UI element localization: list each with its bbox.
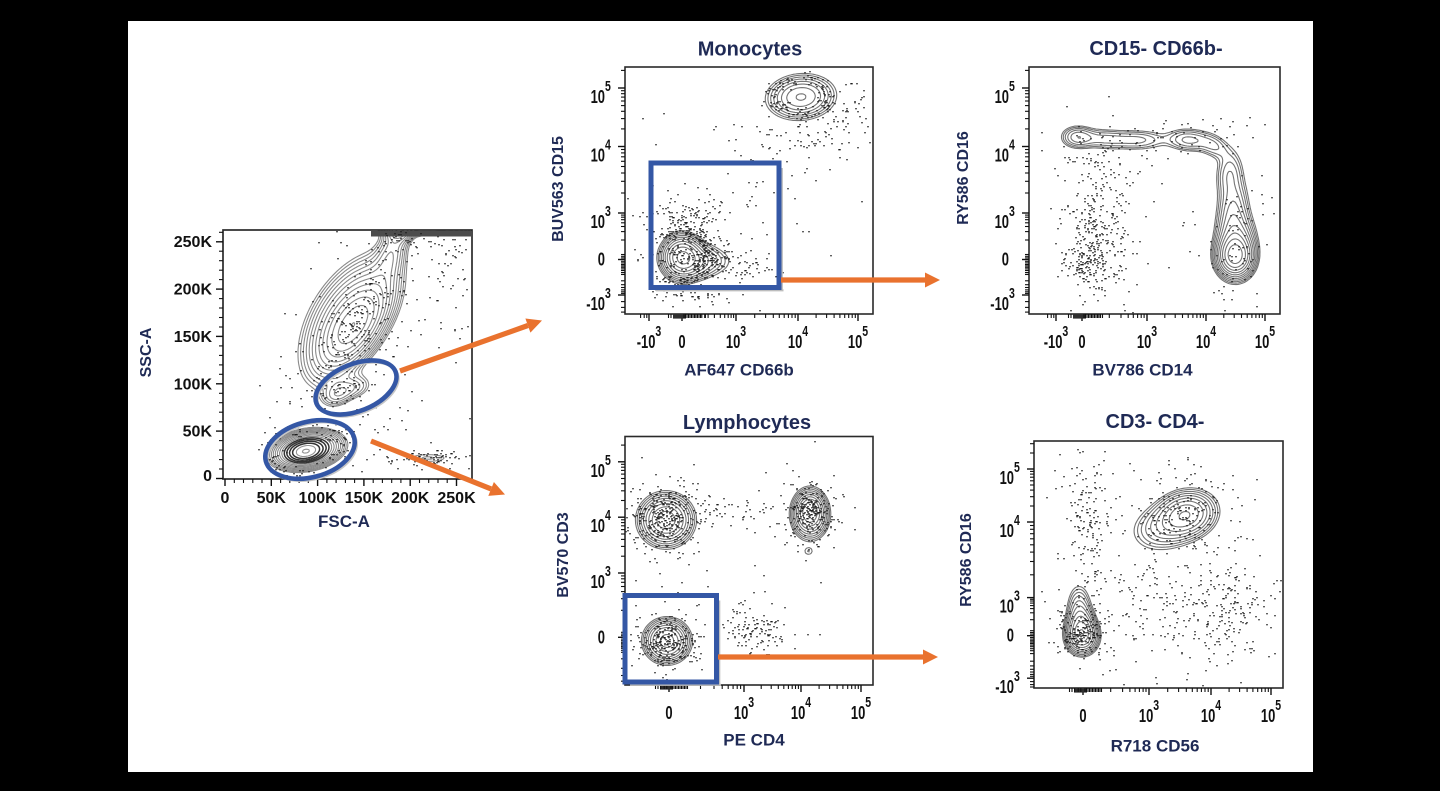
svg-text:5: 5: [862, 322, 868, 339]
svg-text:4: 4: [802, 322, 808, 339]
svg-text:SSC-A: SSC-A: [138, 327, 155, 377]
svg-text:3: 3: [605, 284, 611, 301]
svg-text:0: 0: [1007, 627, 1014, 647]
svg-text:AF647 CD66b: AF647 CD66b: [684, 361, 794, 380]
svg-text:200K: 200K: [174, 282, 213, 299]
svg-text:0: 0: [203, 468, 212, 485]
svg-text:100K: 100K: [174, 376, 213, 393]
svg-text:10: 10: [1261, 707, 1275, 727]
svg-text:3: 3: [1009, 284, 1015, 301]
svg-text:4: 4: [1014, 511, 1020, 528]
svg-text:4: 4: [1210, 322, 1216, 339]
svg-text:Lymphocytes: Lymphocytes: [683, 412, 811, 434]
svg-text:10: 10: [1000, 469, 1014, 489]
svg-text:10: 10: [591, 462, 605, 482]
svg-text:5: 5: [1269, 322, 1275, 339]
svg-text:3: 3: [1151, 322, 1157, 339]
svg-text:3: 3: [748, 693, 754, 710]
svg-text:-10: -10: [1044, 333, 1063, 353]
svg-text:100K: 100K: [298, 490, 337, 507]
svg-text:10: 10: [791, 704, 805, 724]
svg-text:3: 3: [655, 322, 661, 339]
svg-text:3: 3: [1014, 587, 1020, 604]
svg-text:-10: -10: [995, 678, 1014, 698]
svg-text:10: 10: [734, 704, 748, 724]
svg-text:4: 4: [605, 506, 611, 523]
svg-text:3: 3: [1014, 667, 1020, 684]
svg-text:RY586 CD16: RY586 CD16: [958, 513, 975, 607]
svg-text:10: 10: [591, 146, 605, 166]
svg-text:150K: 150K: [174, 329, 213, 346]
svg-text:5: 5: [605, 77, 611, 94]
svg-text:10: 10: [591, 213, 605, 233]
svg-text:3: 3: [1062, 322, 1068, 339]
svg-text:BUV563 CD15: BUV563 CD15: [550, 136, 567, 242]
svg-text:10: 10: [1201, 707, 1215, 727]
svg-text:10: 10: [851, 704, 865, 724]
svg-text:PE CD4: PE CD4: [723, 731, 785, 750]
svg-text:RY586 CD16: RY586 CD16: [955, 131, 972, 225]
svg-text:3: 3: [605, 562, 611, 579]
svg-text:4: 4: [805, 693, 811, 710]
svg-text:10: 10: [591, 88, 605, 108]
svg-text:R718 CD56: R718 CD56: [1111, 737, 1200, 756]
svg-text:10: 10: [1139, 707, 1153, 727]
svg-text:4: 4: [1215, 696, 1221, 713]
svg-text:3: 3: [1009, 202, 1015, 219]
svg-text:5: 5: [1014, 458, 1020, 475]
svg-text:0: 0: [598, 250, 605, 270]
svg-text:10: 10: [591, 573, 605, 593]
svg-text:3: 3: [740, 322, 746, 339]
svg-text:0: 0: [221, 490, 230, 507]
svg-text:250K: 250K: [174, 234, 213, 251]
svg-text:5: 5: [1275, 696, 1281, 713]
svg-text:5: 5: [1009, 77, 1015, 94]
svg-text:10: 10: [788, 333, 802, 353]
svg-text:Monocytes: Monocytes: [698, 39, 802, 61]
svg-text:0: 0: [598, 628, 605, 648]
svg-text:5: 5: [605, 451, 611, 468]
svg-text:0: 0: [1079, 707, 1086, 727]
svg-text:0: 0: [1078, 333, 1085, 353]
svg-text:CD15- CD66b-: CD15- CD66b-: [1089, 38, 1222, 60]
svg-text:10: 10: [591, 517, 605, 537]
svg-text:0: 0: [1002, 250, 1009, 270]
svg-text:10: 10: [1255, 333, 1269, 353]
svg-text:FSC-A: FSC-A: [318, 512, 370, 531]
svg-text:10: 10: [848, 333, 862, 353]
svg-text:50K: 50K: [257, 490, 287, 507]
svg-text:3: 3: [605, 202, 611, 219]
svg-text:4: 4: [1009, 136, 1015, 153]
svg-text:BV786 CD14: BV786 CD14: [1092, 361, 1193, 380]
svg-text:150K: 150K: [345, 490, 384, 507]
svg-text:0: 0: [665, 704, 672, 724]
svg-text:5: 5: [865, 693, 871, 710]
svg-text:10: 10: [1137, 333, 1151, 353]
svg-text:10: 10: [1196, 333, 1210, 353]
svg-text:10: 10: [995, 88, 1009, 108]
svg-text:3: 3: [1153, 696, 1159, 713]
svg-text:200K: 200K: [391, 490, 430, 507]
svg-text:CD3- CD4-: CD3- CD4-: [1106, 411, 1205, 433]
svg-text:4: 4: [605, 136, 611, 153]
svg-text:0: 0: [678, 333, 685, 353]
svg-text:10: 10: [726, 333, 740, 353]
svg-text:BV570 CD3: BV570 CD3: [555, 512, 572, 597]
svg-text:250K: 250K: [437, 490, 476, 507]
svg-text:10: 10: [995, 213, 1009, 233]
svg-text:50K: 50K: [183, 424, 213, 441]
svg-text:-10: -10: [637, 333, 656, 353]
svg-text:10: 10: [1000, 522, 1014, 542]
svg-text:10: 10: [1000, 598, 1014, 618]
svg-text:-10: -10: [586, 295, 605, 315]
svg-text:10: 10: [995, 146, 1009, 166]
svg-text:-10: -10: [990, 295, 1009, 315]
